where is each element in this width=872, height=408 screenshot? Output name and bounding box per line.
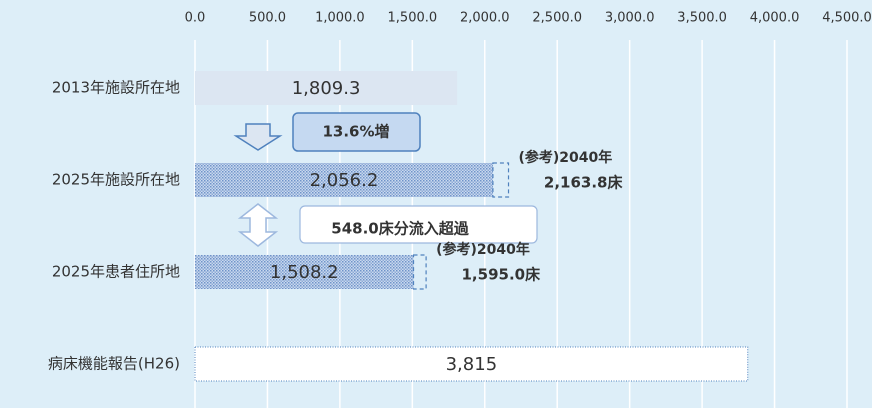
x-tick-label: 4,500.0: [822, 11, 872, 26]
bar: [195, 255, 414, 289]
y-tick-label: 病床機能報告(H26): [48, 355, 180, 373]
reference-title: (参考)2040年: [519, 149, 613, 166]
x-tick-label: 2,500.0: [532, 11, 582, 26]
value-label: 1,508.2: [270, 262, 339, 283]
value-label: 2,056.2: [310, 170, 379, 191]
x-tick-label: 4,000.0: [750, 11, 800, 26]
reference-label: 1,595.0床: [462, 266, 542, 284]
down-arrow: [233, 123, 283, 151]
bar: [195, 71, 458, 105]
x-tick-label: 3,000.0: [605, 11, 655, 26]
x-tick-label: 2,000.0: [460, 11, 510, 26]
bar: [195, 163, 493, 197]
growth-callout: [292, 112, 421, 152]
reference-title: (参考)2040年: [436, 241, 530, 258]
value-label: 3,815: [446, 354, 498, 375]
value-label: 1,809.3: [292, 78, 361, 99]
reference-label: 2,163.8床: [544, 174, 624, 192]
x-tick-label: 3,500.0: [677, 11, 727, 26]
x-tick-label: 1,500.0: [388, 11, 438, 26]
y-tick-label: 2013年施設所在地: [52, 79, 180, 97]
inflow-callout: [299, 205, 538, 244]
reference-extension: [412, 254, 427, 290]
y-tick-label: 2025年患者住所地: [52, 263, 180, 281]
double-arrow: [237, 203, 279, 247]
x-tick-label: 500.0: [249, 11, 286, 26]
y-tick-label: 2025年施設所在地: [52, 171, 180, 189]
bar: [194, 346, 749, 382]
x-tick-label: 1,000.0: [315, 11, 365, 26]
growth-label: 13.6%増: [322, 123, 389, 141]
inflow-label: 548.0床分流入超過: [331, 220, 469, 238]
x-tick-label: 0.0: [185, 11, 206, 26]
reference-extension: [492, 162, 510, 198]
